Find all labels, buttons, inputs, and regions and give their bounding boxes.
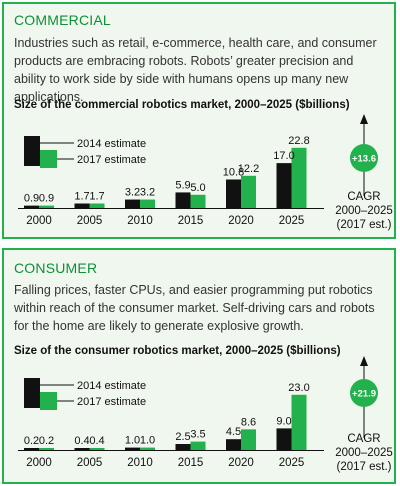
x-tick-label-2010: 2010	[127, 457, 153, 469]
data-label-2014-2005: 0.4	[74, 435, 89, 447]
cagr-note: (2017 est.)	[337, 219, 392, 231]
legend-swatch-2014	[24, 378, 40, 408]
cagr-range: 2000–2025	[335, 447, 393, 459]
data-label-2017-2025: 22.8	[288, 135, 309, 147]
cagr-range: 2000–2025	[335, 205, 393, 217]
data-label-2017-2015: 3.5	[190, 429, 205, 441]
x-tick-label-2015: 2015	[178, 215, 204, 227]
bar-2017-2000	[39, 448, 54, 450]
cagr-badge-value: +13.6	[352, 154, 376, 165]
x-tick-label-2010: 2010	[127, 215, 153, 227]
data-label-2014-2020: 4.5	[226, 426, 241, 438]
cagr-badge	[350, 144, 378, 172]
x-tick-label-2020: 2020	[228, 215, 254, 227]
data-label-2017-2015: 5.0	[190, 182, 205, 194]
x-tick-label-2000: 2000	[26, 457, 52, 469]
cagr-arrow-head	[360, 356, 368, 366]
bar-2017-2015	[190, 441, 206, 450]
bar-2017-2010	[140, 447, 155, 450]
bar-2014-2010	[125, 199, 140, 208]
x-tick-label-2000: 2000	[26, 215, 52, 227]
bar-2014-2025	[276, 428, 292, 450]
section-description: Industries such as retail, e-commerce, h…	[14, 36, 377, 104]
legend-label-2014: 2014 estimate	[77, 138, 146, 150]
cagr-badge-value: +21.9	[352, 389, 376, 400]
bar-2017-2015	[190, 194, 206, 208]
x-tick-label-2025: 2025	[279, 457, 305, 469]
legend-label-2014: 2014 estimate	[77, 380, 146, 392]
commercial-panel: COMMERCIAL Industries such as retail, e-…	[2, 2, 396, 239]
chart-title: Size of the consumer robotics market, 20…	[14, 345, 341, 357]
cagr-label: CAGR	[347, 191, 380, 203]
cagr-arrow-head	[360, 114, 368, 124]
chart-title: Size of the commercial robotics market, …	[14, 99, 350, 111]
bar-2014-2005	[74, 448, 90, 450]
x-tick-label-2005: 2005	[77, 457, 103, 469]
consumer-panel: CONSUMER Falling prices, faster CPUs, an…	[2, 248, 396, 484]
x-tick-label-2015: 2015	[178, 457, 204, 469]
bar-2014-2010	[125, 447, 140, 450]
data-label-2017-2010: 3.2	[140, 187, 155, 199]
bar-2017-2025	[291, 394, 307, 450]
bar-2017-2020	[241, 429, 256, 450]
bar-2017-2025	[291, 147, 307, 208]
data-label-2017-2010: 1.0	[140, 435, 155, 447]
data-label-2014-2000: 0.9	[24, 193, 39, 205]
bar-2014-2015	[175, 444, 191, 450]
x-tick-label-2020: 2020	[228, 457, 254, 469]
section-title: CONSUMER	[14, 260, 98, 276]
bar-2017-2005	[89, 448, 105, 450]
data-label-2014-2000: 0.2	[24, 435, 39, 447]
bar-2014-2000	[24, 448, 39, 450]
data-label-2014-2015: 2.5	[175, 431, 190, 443]
data-label-2017-2000: 0.2	[39, 435, 54, 447]
data-label-2014-2015: 5.9	[175, 179, 190, 191]
data-label-2014-2010: 3.2	[125, 187, 140, 199]
consumer-chart: 2014 estimate 2017 estimate 0.2 0.2 2000 0.4 0…	[18, 356, 393, 473]
bar-2017-2020	[241, 175, 256, 208]
bar-2014-2020	[226, 179, 241, 208]
cagr-note: (2017 est.)	[337, 461, 392, 473]
bar-2014-2020	[226, 439, 241, 450]
bar-2014-2015	[175, 192, 191, 208]
bar-2014-2005	[74, 203, 90, 208]
data-label-2017-2020: 8.6	[241, 416, 256, 428]
legend-label-2017: 2017 estimate	[77, 154, 146, 166]
data-label-2017-2025: 23.0	[288, 382, 309, 394]
x-tick-label-2005: 2005	[77, 215, 103, 227]
data-label-2017-2005: 0.4	[89, 435, 104, 447]
legend-swatch-2017	[40, 150, 57, 168]
section-description: Falling prices, faster CPUs, and easier …	[14, 283, 375, 333]
cagr-label: CAGR	[347, 433, 380, 445]
data-label-2014-2005: 1.7	[74, 191, 89, 203]
data-label-2017-2020: 12.2	[238, 163, 259, 175]
data-label-2014-2025: 9.0	[276, 415, 291, 427]
cagr-badge	[350, 379, 378, 407]
legend-swatch-2017	[40, 392, 57, 410]
data-label-2014-2020: 10.8	[223, 166, 244, 178]
bar-2017-2005	[89, 203, 105, 208]
data-label-2017-2005: 1.7	[89, 191, 104, 203]
data-label-2014-2025: 17.0	[273, 150, 294, 162]
bar-2017-2000	[39, 205, 54, 208]
legend-swatch-2014	[24, 136, 40, 166]
bar-2017-2010	[140, 199, 155, 208]
x-tick-label-2025: 2025	[279, 215, 305, 227]
legend-label-2017: 2017 estimate	[77, 396, 146, 408]
data-label-2014-2010: 1.0	[125, 435, 140, 447]
data-label-2017-2000: 0.9	[39, 193, 54, 205]
bar-2014-2025	[276, 163, 292, 208]
section-title: COMMERCIAL	[14, 12, 111, 28]
bar-2014-2000	[24, 205, 39, 208]
